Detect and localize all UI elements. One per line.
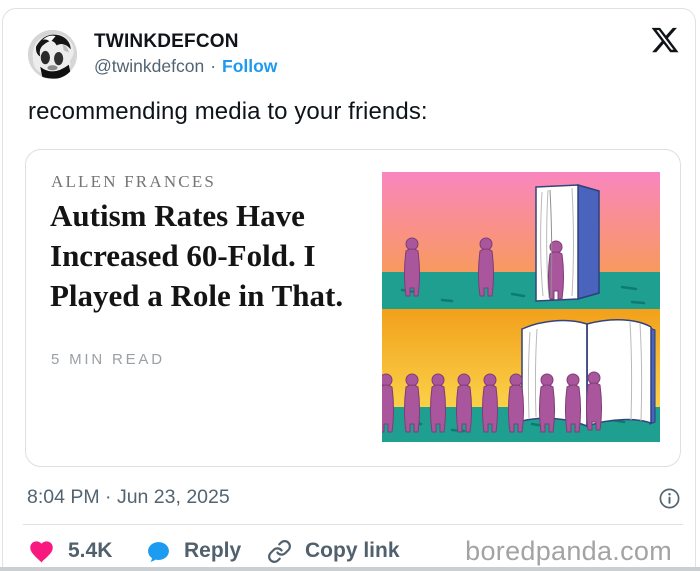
bottom-crop-strip <box>0 567 700 571</box>
article-illustration <box>382 172 660 442</box>
dot-separator: · <box>210 56 217 76</box>
handle[interactable]: @twinkdefcon <box>94 56 205 76</box>
headline-line: Increased 60-Fold. I <box>50 238 316 273</box>
handle-row: @twinkdefcon · Follow <box>94 56 277 77</box>
article-headline: Autism Rates Have Increased 60-Fold. I P… <box>50 196 390 316</box>
books-and-figures-illustration <box>382 172 660 442</box>
reply-label: Reply <box>184 539 242 562</box>
speech-bubble-icon <box>148 541 169 562</box>
headline-line: Autism Rates Have <box>50 198 305 233</box>
avatar[interactable] <box>28 30 77 79</box>
x-logo-icon[interactable] <box>650 25 680 55</box>
like-button[interactable]: 5.4K <box>28 535 112 567</box>
heart-icon <box>30 540 53 562</box>
info-circle-icon[interactable] <box>658 487 681 510</box>
link-icon <box>268 539 291 563</box>
article-author-kicker: ALLEN FRANCES <box>51 172 217 191</box>
follow-button[interactable]: Follow <box>222 56 278 76</box>
copy-link-button[interactable]: Copy link <box>267 535 400 567</box>
watermark: boredpanda.com <box>465 536 672 566</box>
copy-link-label: Copy link <box>305 539 400 562</box>
tweet-card: TWINKDEFCON @twinkdefcon · Follow recomm… <box>2 8 696 571</box>
headline-line: Played a Role in That. <box>50 278 344 313</box>
tweet-text: recommending media to your friends: <box>28 98 428 125</box>
like-count: 5.4K <box>68 539 113 562</box>
avatar-image <box>28 30 77 79</box>
timestamp[interactable]: 8:04 PM · Jun 23, 2025 <box>27 486 230 508</box>
article-link-card[interactable]: ALLEN FRANCES Autism Rates Have Increase… <box>25 149 681 467</box>
display-name[interactable]: TWINKDEFCON <box>94 31 239 52</box>
divider <box>23 524 683 525</box>
reply-button[interactable]: Reply <box>146 535 241 567</box>
article-read-time: 5 MIN READ <box>51 351 165 368</box>
